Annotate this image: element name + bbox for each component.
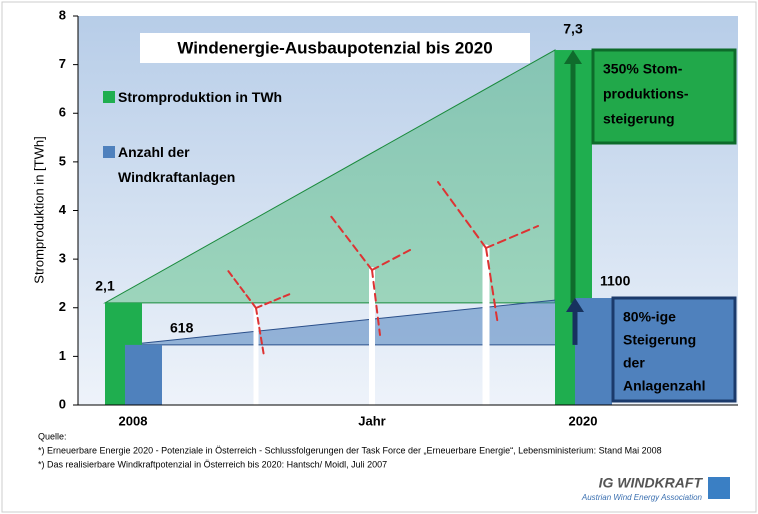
title-box (140, 33, 530, 63)
source-line: *) Das realisierbare Windkraftpotenzial … (38, 459, 387, 469)
growth-arrow-head (564, 50, 582, 65)
x-tick-label: 2020 (569, 413, 598, 428)
value-label: 618 (170, 320, 194, 336)
source-line: Quelle: (38, 431, 67, 441)
annotation-text: Anlagenzahl (623, 378, 705, 394)
logo-tagline: Austrian Wind Energy Association (581, 493, 703, 502)
value-label: 2,1 (95, 278, 115, 294)
y-tick-label: 0 (59, 396, 66, 411)
logo-icon (708, 477, 730, 499)
annotation-box (591, 48, 737, 145)
bar (575, 298, 612, 405)
y-tick-label: 1 (59, 348, 66, 363)
legend-swatch (103, 146, 115, 158)
legend-label: Anzahl der Windkraftanlagen (118, 144, 236, 185)
y-tick-label: 5 (59, 153, 66, 168)
annotation-text: steigerung (603, 111, 675, 127)
y-tick-label: 8 (59, 7, 66, 22)
y-tick-label: 7 (59, 56, 66, 71)
turbines (225, 181, 539, 409)
logo-name: IG WINDKRAFT (599, 475, 704, 491)
x-tick-label: 2008 (119, 413, 148, 428)
legend-swatch (103, 91, 115, 103)
y-tick-label: 6 (59, 105, 66, 120)
bar (125, 344, 162, 405)
value-label: 1100 (600, 273, 631, 289)
annotation-box (611, 296, 737, 403)
legend-label: Stromproduktion in TWh (118, 89, 283, 105)
y-axis-label: Stromproduktion in [TWh] (31, 136, 46, 283)
annotation-text: produktions- (603, 86, 689, 102)
annotation-text: Steigerung (623, 332, 696, 348)
y-tick-label: 4 (59, 202, 67, 217)
annotation-text: 80%-ige (623, 309, 676, 325)
growth-arrow-head (566, 298, 584, 313)
y-tick-label: 3 (59, 251, 66, 266)
annotation-text: der (623, 355, 645, 371)
x-axis-label: Jahr (358, 413, 385, 428)
chart-title: Windenergie-Ausbaupotenzial bis 2020 (177, 38, 492, 57)
annotation-text: 350% Stom- (603, 61, 683, 77)
y-tick-label: 2 (59, 299, 66, 314)
value-label: 7,3 (563, 21, 583, 37)
source-line: *) Erneuerbare Energie 2020 - Potenziale… (38, 445, 662, 455)
